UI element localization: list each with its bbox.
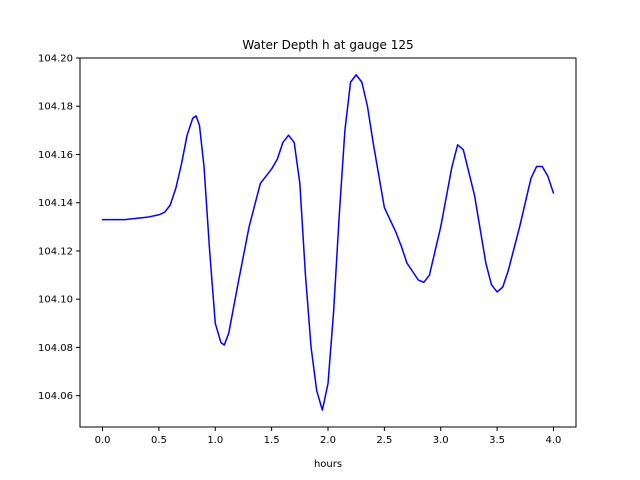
y-tick-label: 104.08 xyxy=(38,343,73,354)
x-tick-label: 3.0 xyxy=(433,435,449,446)
plot-layer xyxy=(101,74,555,411)
y-tick-label: 104.12 xyxy=(38,246,73,257)
x-tick-label: 3.5 xyxy=(489,435,505,446)
y-tick-label: 104.18 xyxy=(38,102,73,113)
x-tick-label: 1.0 xyxy=(207,435,223,446)
x-tick-label: 0.0 xyxy=(95,435,111,446)
y-tick-label: 104.06 xyxy=(38,391,73,402)
y-tick-label: 104.16 xyxy=(38,150,73,161)
x-tick-label: 2.0 xyxy=(320,435,336,446)
y-tick-label: 104.20 xyxy=(38,54,73,65)
plot-frame xyxy=(79,57,577,428)
x-tick-label: 2.5 xyxy=(376,435,392,446)
x-tick-label: 1.5 xyxy=(264,435,280,446)
chart-title: Water Depth h at gauge 125 xyxy=(242,38,413,52)
y-tick-label: 104.14 xyxy=(38,198,73,209)
ticks-layer: 0.0 0.5 1.0 1.5 2.0 2.5 3.0 3.5 4.0 104.06 104.08 1… xyxy=(38,54,561,447)
x-axis-label: hours xyxy=(314,459,342,470)
y-tick-label: 104.10 xyxy=(38,295,73,306)
x-tick-label: 4.0 xyxy=(546,435,562,446)
series-line-0 xyxy=(101,74,555,411)
x-tick-label: 0.5 xyxy=(151,435,167,446)
